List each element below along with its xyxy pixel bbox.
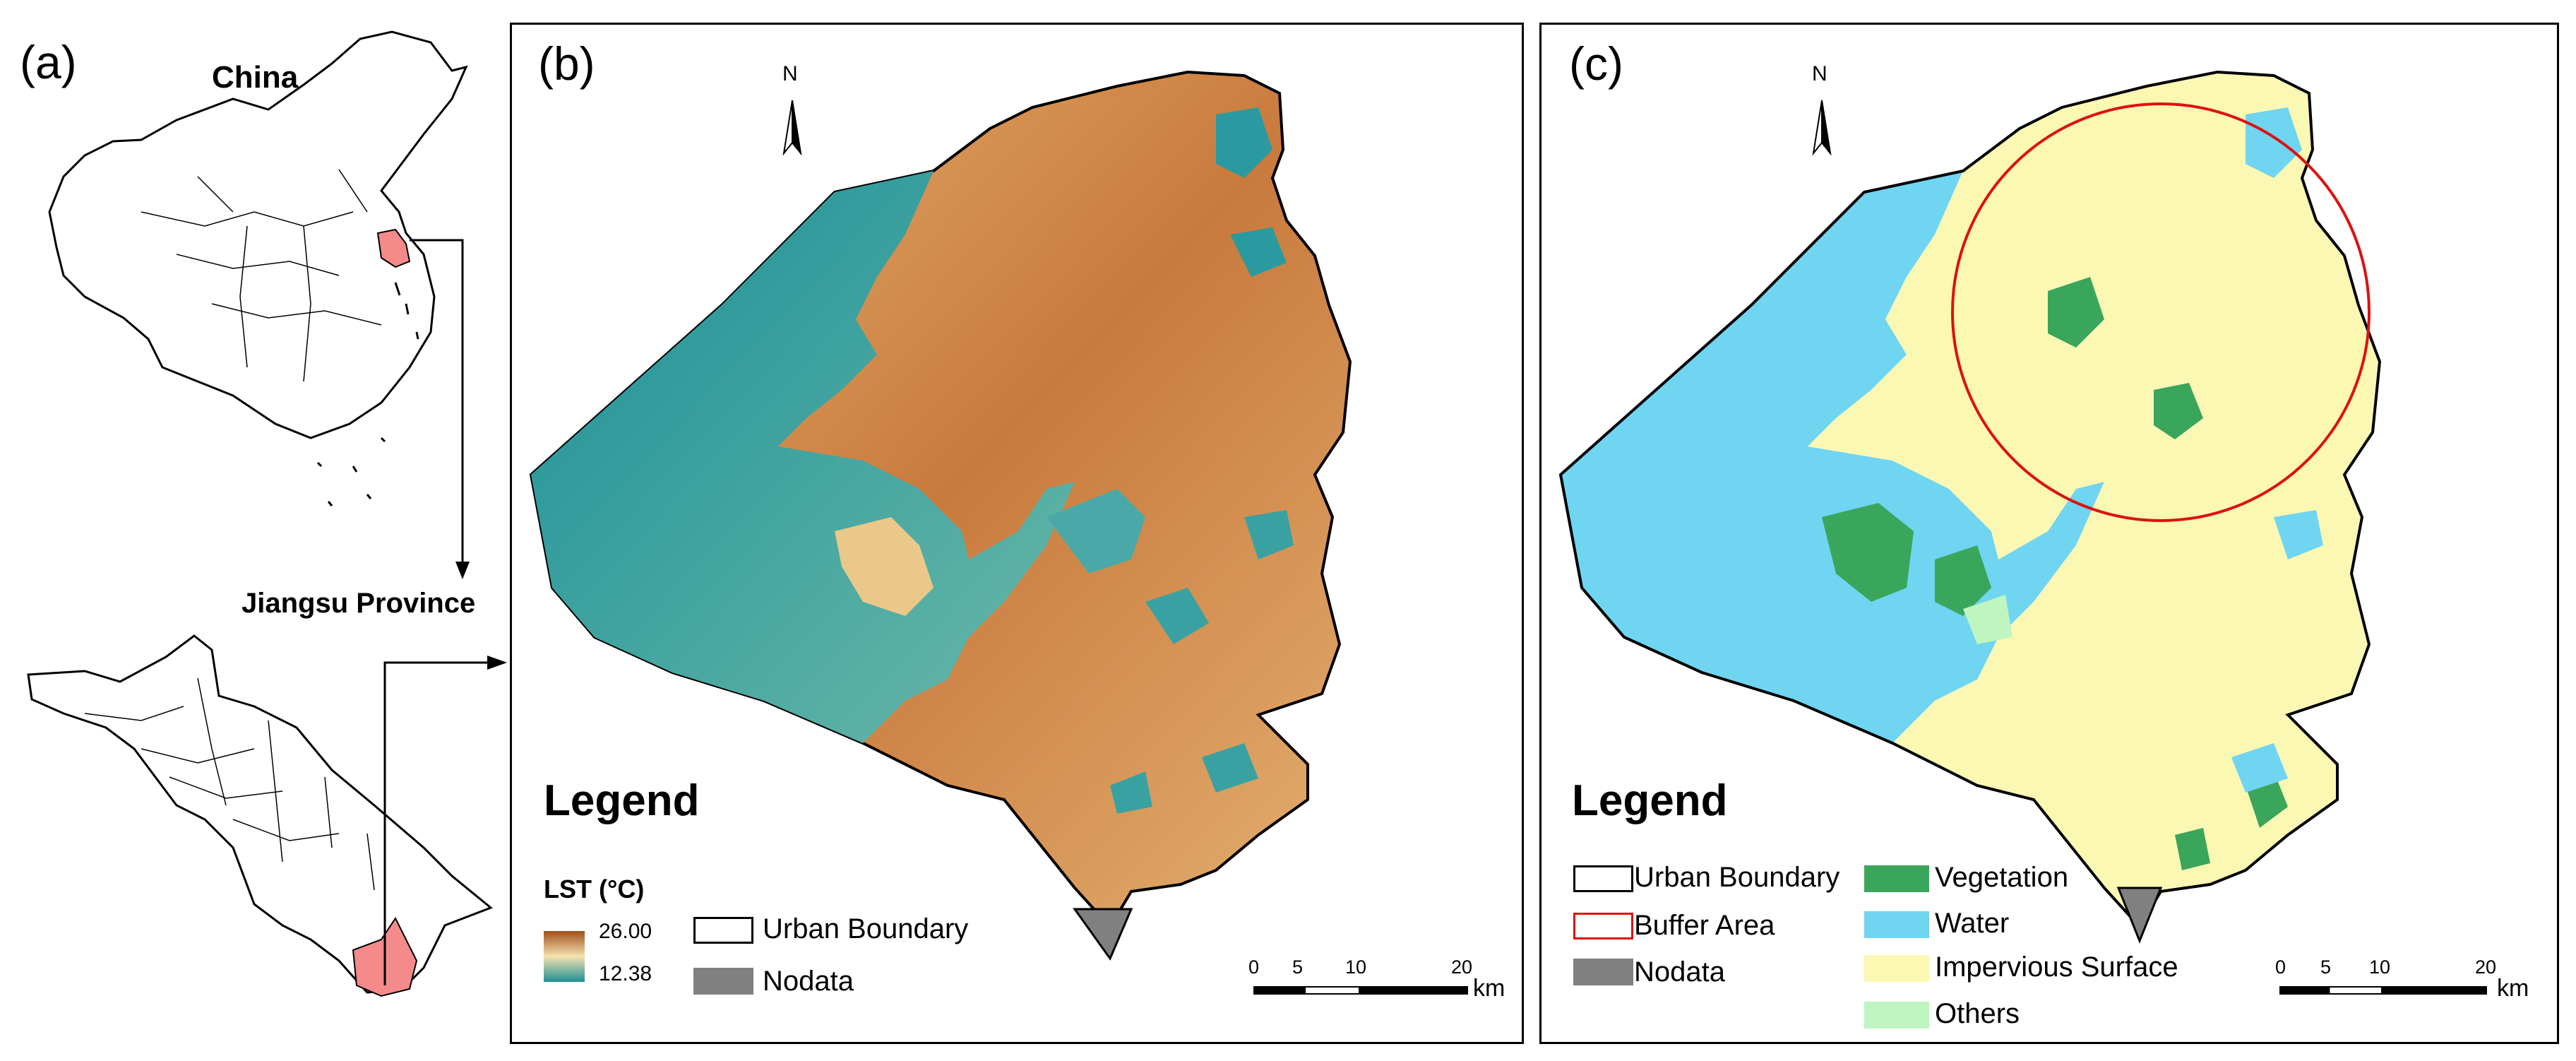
urban-boundary-swatch-b <box>693 917 753 944</box>
others-label: Others <box>1935 998 2020 1029</box>
urban-boundary-swatch-c <box>1573 865 1633 892</box>
jiangsu-highlight-china <box>376 228 411 268</box>
impervious-label: Impervious Surface <box>1935 952 2178 983</box>
vegetation-swatch <box>1864 865 1929 892</box>
panel-b-label: (b) <box>538 37 595 90</box>
scale-c-tick-5: 5 <box>2320 956 2332 978</box>
scale-c-unit: km <box>2497 975 2529 1002</box>
scale-c-tick-10: 10 <box>2369 956 2391 978</box>
scale-b-tick-20: 20 <box>1451 956 1473 978</box>
lst-title: LST (°C) <box>544 875 645 903</box>
impervious-swatch <box>1864 955 1929 982</box>
lst-lake-taihu <box>531 171 1075 743</box>
scale-b-tick-10: 10 <box>1345 956 1367 978</box>
buffer-area-swatch <box>1573 913 1633 940</box>
china-outline <box>48 30 468 439</box>
panel-b-frame <box>510 23 1524 1044</box>
lst-max: 26.00 <box>599 920 652 943</box>
panel-c-frame <box>1539 23 2559 1044</box>
buffer-area-label: Buffer Area <box>1634 910 1775 941</box>
legend-title-b: Legend <box>544 776 700 825</box>
north-arrow-icon <box>782 100 802 156</box>
panel-c-label: (c) <box>1569 37 1623 90</box>
scale-b-unit: km <box>1473 975 1505 1002</box>
impervious-area <box>1808 72 2380 927</box>
lst-min: 12.38 <box>599 962 652 985</box>
water-label: Water <box>1935 908 2010 939</box>
others-swatch <box>1864 1002 1929 1029</box>
urban-boundary-label-c: Urban Boundary <box>1634 862 1840 893</box>
nodata-label-c: Nodata <box>1634 956 1725 988</box>
scale-b-tick-0: 0 <box>1248 956 1260 978</box>
water-swatch <box>1864 911 1929 938</box>
landcover-nodata-area <box>2116 887 2163 944</box>
legend-title-c: Legend <box>1572 776 1728 825</box>
north-label-c: N <box>1812 62 1827 85</box>
panel-a-label: (a) <box>20 36 77 88</box>
lst-urban-area <box>529 70 1352 930</box>
jiangsu-province-label: Jiangsu Province <box>242 588 476 619</box>
urban-boundary-outline-c <box>1558 70 2382 930</box>
scale-c-tick-0: 0 <box>2275 956 2286 978</box>
nodata-label-b: Nodata <box>763 966 854 997</box>
china-label: China <box>212 60 299 95</box>
north-arrow-icon <box>1812 100 1832 156</box>
vegetation-label: Vegetation <box>1935 862 2069 893</box>
landcover-map <box>1558 70 2382 944</box>
lst-map <box>529 70 1352 961</box>
lst-nodata-area <box>1073 908 1133 961</box>
nodata-swatch-b <box>693 968 753 995</box>
nodata-swatch-c <box>1573 959 1633 985</box>
panel-a-maps <box>27 30 507 997</box>
buffer-area-circle <box>1951 102 2371 522</box>
urban-boundary-label-b: Urban Boundary <box>763 913 969 944</box>
jiangsu-outline <box>27 634 493 994</box>
scale-c-tick-20: 20 <box>2475 956 2497 978</box>
north-label-b: N <box>782 62 798 85</box>
scale-b-tick-5: 5 <box>1292 956 1304 978</box>
lst-colorbar <box>544 931 585 982</box>
